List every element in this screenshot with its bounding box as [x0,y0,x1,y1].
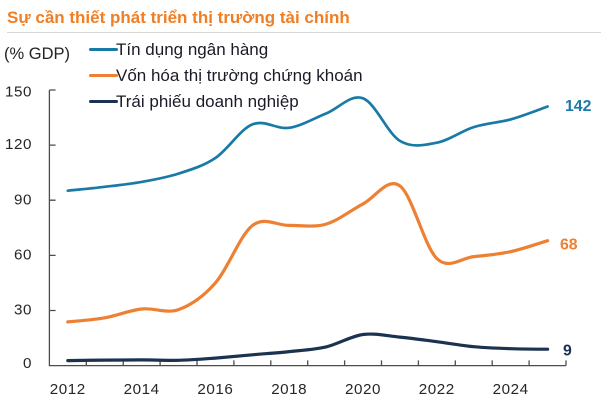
svg-text:2022: 2022 [419,381,455,398]
svg-text:142: 142 [565,98,592,115]
svg-text:2016: 2016 [197,381,233,398]
svg-text:120: 120 [5,136,32,153]
svg-text:90: 90 [14,191,32,208]
svg-text:30: 30 [14,302,32,319]
svg-text:150: 150 [5,84,32,101]
svg-text:2018: 2018 [271,381,307,398]
svg-text:2020: 2020 [345,381,381,398]
svg-text:0: 0 [23,355,32,372]
svg-text:2024: 2024 [493,381,529,398]
svg-text:2012: 2012 [50,381,86,398]
svg-text:2014: 2014 [124,381,160,398]
svg-text:68: 68 [560,237,578,254]
svg-text:60: 60 [14,246,32,263]
svg-text:9: 9 [563,343,572,360]
